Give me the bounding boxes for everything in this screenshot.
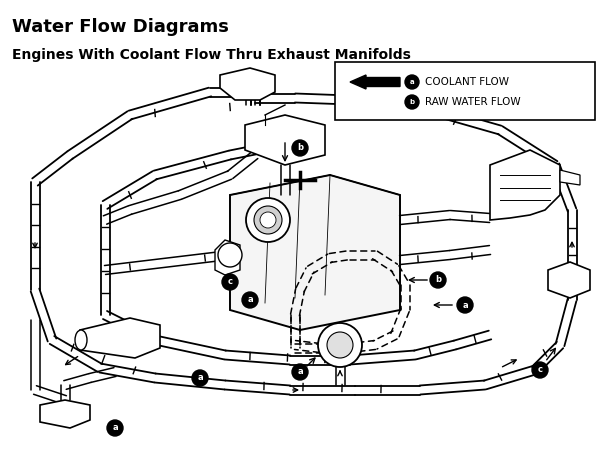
Text: Engines With Coolant Flow Thru Exhaust Manifolds: Engines With Coolant Flow Thru Exhaust M… [12, 48, 411, 62]
Text: COOLANT FLOW: COOLANT FLOW [425, 77, 509, 87]
Text: b: b [409, 99, 415, 105]
Text: a: a [462, 300, 468, 309]
Polygon shape [490, 150, 560, 220]
FancyArrow shape [350, 95, 400, 109]
FancyArrow shape [350, 75, 400, 89]
Polygon shape [215, 240, 240, 275]
Circle shape [430, 272, 446, 288]
Text: a: a [410, 79, 415, 85]
Circle shape [242, 292, 258, 308]
Polygon shape [40, 400, 90, 428]
Circle shape [292, 140, 308, 156]
Circle shape [222, 274, 238, 290]
Text: b: b [297, 143, 303, 152]
Circle shape [254, 206, 282, 234]
Circle shape [260, 212, 276, 228]
Text: c: c [227, 278, 233, 287]
Circle shape [246, 198, 290, 242]
Polygon shape [560, 170, 580, 185]
Text: Water Flow Diagrams: Water Flow Diagrams [12, 18, 229, 36]
Text: a: a [247, 295, 253, 304]
Circle shape [457, 297, 473, 313]
Polygon shape [245, 115, 325, 165]
Circle shape [218, 243, 242, 267]
Circle shape [292, 364, 308, 380]
Circle shape [405, 95, 419, 109]
Text: a: a [197, 374, 203, 383]
Circle shape [107, 420, 123, 436]
Circle shape [192, 370, 208, 386]
Polygon shape [80, 318, 160, 358]
Polygon shape [220, 68, 275, 100]
Text: RAW WATER FLOW: RAW WATER FLOW [425, 97, 521, 107]
Circle shape [532, 362, 548, 378]
Circle shape [327, 332, 353, 358]
Polygon shape [230, 175, 400, 330]
Text: a: a [112, 424, 118, 433]
Text: c: c [538, 365, 542, 374]
Ellipse shape [75, 330, 87, 350]
Polygon shape [548, 262, 590, 298]
Bar [335, 62, 595, 120]
Circle shape [405, 75, 419, 89]
Circle shape [318, 323, 362, 367]
Text: b: b [435, 275, 441, 284]
Text: a: a [297, 368, 303, 376]
